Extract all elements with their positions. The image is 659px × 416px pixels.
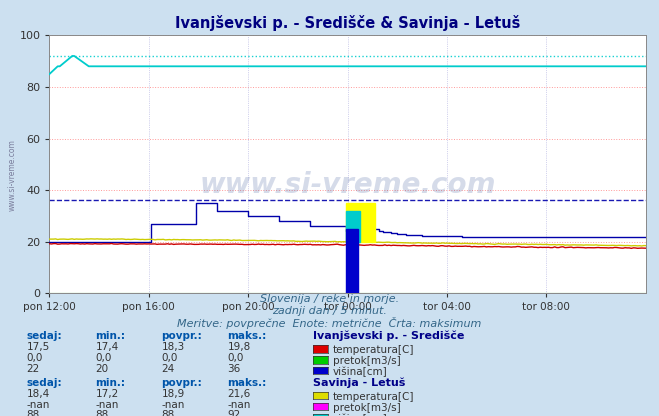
- Text: 0,0: 0,0: [161, 353, 178, 363]
- Text: sedaj:: sedaj:: [26, 331, 62, 341]
- Text: 22: 22: [26, 364, 40, 374]
- Bar: [345, 203, 374, 242]
- Text: Savinja - Letuš: Savinja - Letuš: [313, 378, 405, 388]
- Text: maks.:: maks.:: [227, 331, 267, 341]
- Text: 88: 88: [96, 411, 109, 416]
- Text: -nan: -nan: [227, 400, 250, 410]
- Text: 0,0: 0,0: [26, 353, 43, 363]
- Text: sedaj:: sedaj:: [26, 378, 62, 388]
- Text: Meritve: povprečne  Enote: metrične  Črta: maksimum: Meritve: povprečne Enote: metrične Črta:…: [177, 317, 482, 329]
- Text: 24: 24: [161, 364, 175, 374]
- Text: 17,5: 17,5: [26, 342, 49, 352]
- Text: 18,9: 18,9: [161, 389, 185, 399]
- Text: Ivanjševski p. - Središče: Ivanjševski p. - Središče: [313, 331, 465, 341]
- Text: zadnji dan / 5 minut.: zadnji dan / 5 minut.: [272, 306, 387, 316]
- Text: 18,4: 18,4: [26, 389, 49, 399]
- Text: pretok[m3/s]: pretok[m3/s]: [333, 403, 401, 413]
- Text: pretok[m3/s]: pretok[m3/s]: [333, 356, 401, 366]
- Text: 88: 88: [161, 411, 175, 416]
- Text: 0,0: 0,0: [227, 353, 244, 363]
- Text: www.si-vreme.com: www.si-vreme.com: [200, 171, 496, 199]
- Text: 88: 88: [26, 411, 40, 416]
- Text: 17,2: 17,2: [96, 389, 119, 399]
- Text: -nan: -nan: [161, 400, 185, 410]
- Text: -nan: -nan: [26, 400, 49, 410]
- Title: Ivanjševski p. - Središče & Savinja - Letuš: Ivanjševski p. - Središče & Savinja - Le…: [175, 15, 521, 32]
- Text: 92: 92: [227, 411, 241, 416]
- Text: min.:: min.:: [96, 331, 126, 341]
- Text: višina[cm]: višina[cm]: [333, 413, 387, 416]
- Text: 17,4: 17,4: [96, 342, 119, 352]
- Text: Slovenija / reke in morje.: Slovenija / reke in morje.: [260, 294, 399, 304]
- Text: 20: 20: [96, 364, 109, 374]
- Text: 0,0: 0,0: [96, 353, 112, 363]
- Bar: [345, 211, 360, 242]
- Text: temperatura[C]: temperatura[C]: [333, 392, 415, 402]
- Text: 19,8: 19,8: [227, 342, 250, 352]
- Text: min.:: min.:: [96, 378, 126, 388]
- Text: povpr.:: povpr.:: [161, 331, 202, 341]
- Text: višina[cm]: višina[cm]: [333, 366, 387, 377]
- Text: www.si-vreme.com: www.si-vreme.com: [8, 139, 17, 210]
- Text: 18,3: 18,3: [161, 342, 185, 352]
- Bar: [345, 229, 358, 293]
- Text: temperatura[C]: temperatura[C]: [333, 345, 415, 355]
- Text: povpr.:: povpr.:: [161, 378, 202, 388]
- Text: 21,6: 21,6: [227, 389, 250, 399]
- Text: -nan: -nan: [96, 400, 119, 410]
- Text: maks.:: maks.:: [227, 378, 267, 388]
- Text: 36: 36: [227, 364, 241, 374]
